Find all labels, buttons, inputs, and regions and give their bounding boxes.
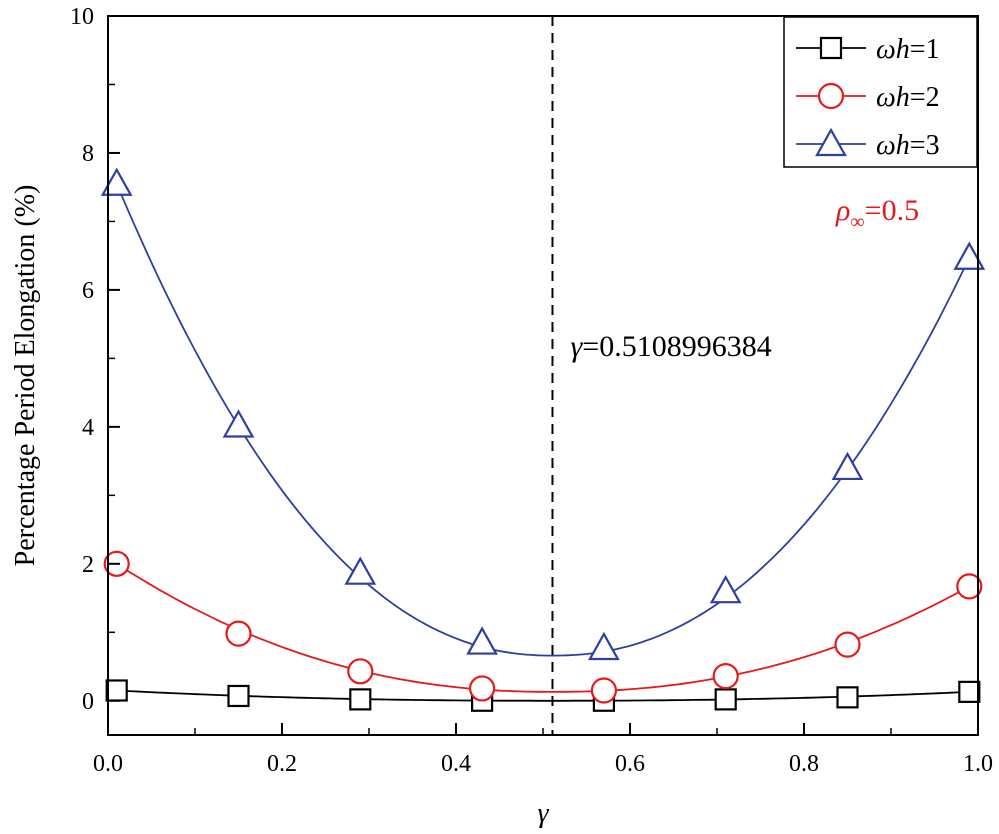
- reference-line-symbol: γ: [570, 330, 583, 363]
- data-point-circle: [712, 663, 739, 690]
- legend-label: ωh=3: [876, 130, 940, 161]
- legend-marker-square: [819, 36, 843, 60]
- data-point-circle: [469, 675, 496, 702]
- y-axis-title: Percentage Period Elongation (%): [10, 185, 41, 567]
- series-curves: [115, 183, 971, 702]
- y-tick-label: 8: [82, 141, 94, 167]
- x-tick-label: 0.4: [441, 751, 471, 777]
- data-point-circle: [956, 573, 983, 600]
- legend-marker-triangle: [815, 127, 847, 157]
- series-curve-square: [116, 689, 970, 702]
- data-point-triangle: [709, 574, 742, 604]
- x-tick-label: 0.8: [789, 751, 819, 777]
- data-point-triangle: [466, 626, 498, 655]
- data-point-square: [105, 679, 128, 702]
- x-axis-ticks: 0.0 0.2 0.4 0.6 0.8 1.0: [93, 723, 993, 777]
- y-tick-label: 0: [82, 689, 94, 715]
- data-point-square: [958, 680, 981, 703]
- rho-value: =0.5: [865, 194, 919, 227]
- x-tick-label: 0.6: [615, 751, 645, 777]
- series-curve-circle: [116, 563, 970, 693]
- legend-symbol: ωh: [876, 34, 910, 65]
- x-tick-label: 0.2: [267, 751, 297, 777]
- data-point-triangle: [100, 167, 133, 196]
- data-point-triangle: [953, 241, 986, 270]
- x-tick-label: 0.0: [93, 751, 123, 777]
- data-point-triangle: [344, 556, 377, 585]
- legend-value: =2: [910, 82, 940, 113]
- legend-value: =1: [910, 34, 940, 65]
- data-point-circle: [347, 658, 374, 685]
- legend-symbol: ωh: [876, 130, 910, 161]
- data-point-triangle: [588, 631, 620, 661]
- reference-line-label: γ=0.5108996384: [570, 330, 771, 363]
- data-point-circle: [834, 631, 861, 658]
- legend-marker-circle: [817, 82, 845, 110]
- y-tick-label: 6: [82, 278, 94, 304]
- y-tick-label: 4: [82, 415, 94, 441]
- data-point-square: [349, 688, 372, 711]
- data-point-square: [227, 684, 250, 708]
- legend-label: ωh=1: [876, 34, 940, 65]
- legend: ωh=1ωh=2ωh=3: [783, 16, 978, 168]
- data-point-square: [714, 688, 737, 711]
- series-markers: [100, 167, 986, 712]
- y-axis-ticks: 0 2 4 6 8 10: [70, 4, 120, 715]
- legend-symbol: ωh: [876, 82, 910, 113]
- data-point-circle: [225, 620, 252, 647]
- data-point-circle: [590, 677, 618, 704]
- y-tick-label: 10: [70, 4, 94, 30]
- x-tick-label: 1.0: [963, 751, 993, 777]
- data-point-square: [836, 686, 859, 709]
- series-curve-triangle: [115, 183, 971, 657]
- y-tick-label: 2: [82, 552, 94, 578]
- rho-infinity-annotation: ρ∞=0.5: [835, 194, 919, 233]
- data-point-triangle: [222, 409, 255, 438]
- reference-line-value: =0.5108996384: [582, 330, 771, 363]
- legend-box: [783, 16, 978, 168]
- legend-value: =3: [910, 130, 940, 161]
- data-point-triangle: [831, 451, 864, 481]
- legend-label: ωh=2: [876, 82, 940, 113]
- x-axis-title: γ: [537, 798, 549, 829]
- rho-subscript: ∞: [850, 211, 864, 233]
- rho-symbol: ρ: [835, 194, 850, 227]
